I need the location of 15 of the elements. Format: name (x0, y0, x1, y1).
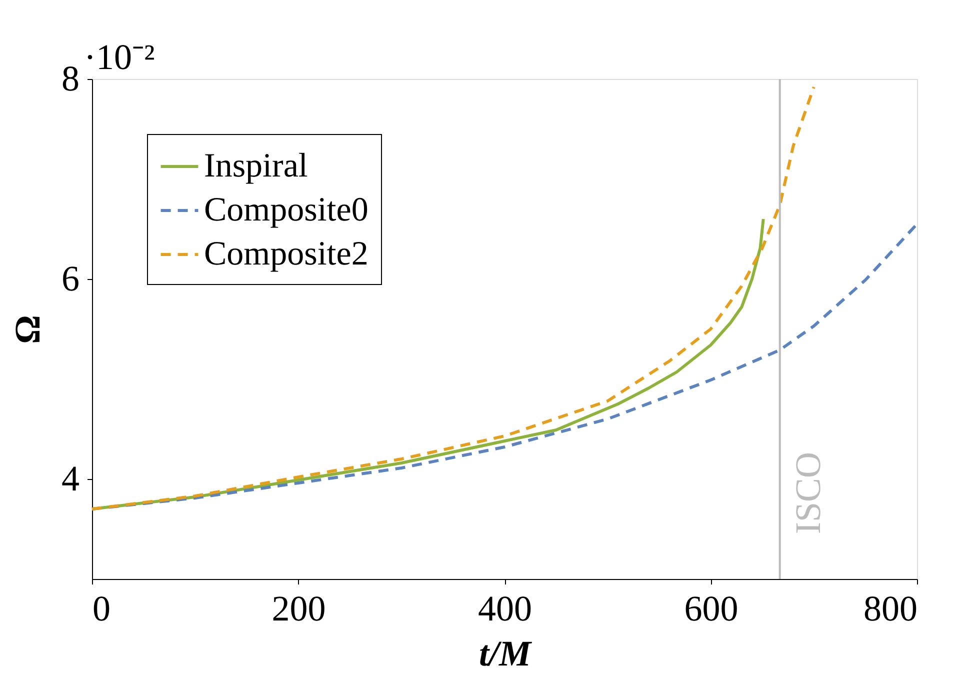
text: ·10⁻² (84, 37, 155, 77)
y-tick-label: 6 (62, 258, 80, 298)
legend-label: Inspiral (204, 148, 308, 184)
legend-label: Composite2 (204, 236, 368, 272)
x-tick-label: 600 (684, 588, 738, 628)
ref-line-label: ISCO (788, 452, 828, 534)
x-tick-label: 400 (478, 588, 532, 628)
y-tick-label: 4 (62, 458, 80, 498)
legend-label: Composite0 (204, 192, 368, 228)
x-tick-label: 0 (92, 588, 110, 628)
x-tick-label: 200 (272, 588, 326, 628)
x-axis-title: t/M (478, 634, 533, 674)
x-tick-label: 800 (864, 588, 918, 628)
y-tick-label: 8 (62, 58, 80, 98)
y-axis-title: Ω (8, 315, 48, 344)
